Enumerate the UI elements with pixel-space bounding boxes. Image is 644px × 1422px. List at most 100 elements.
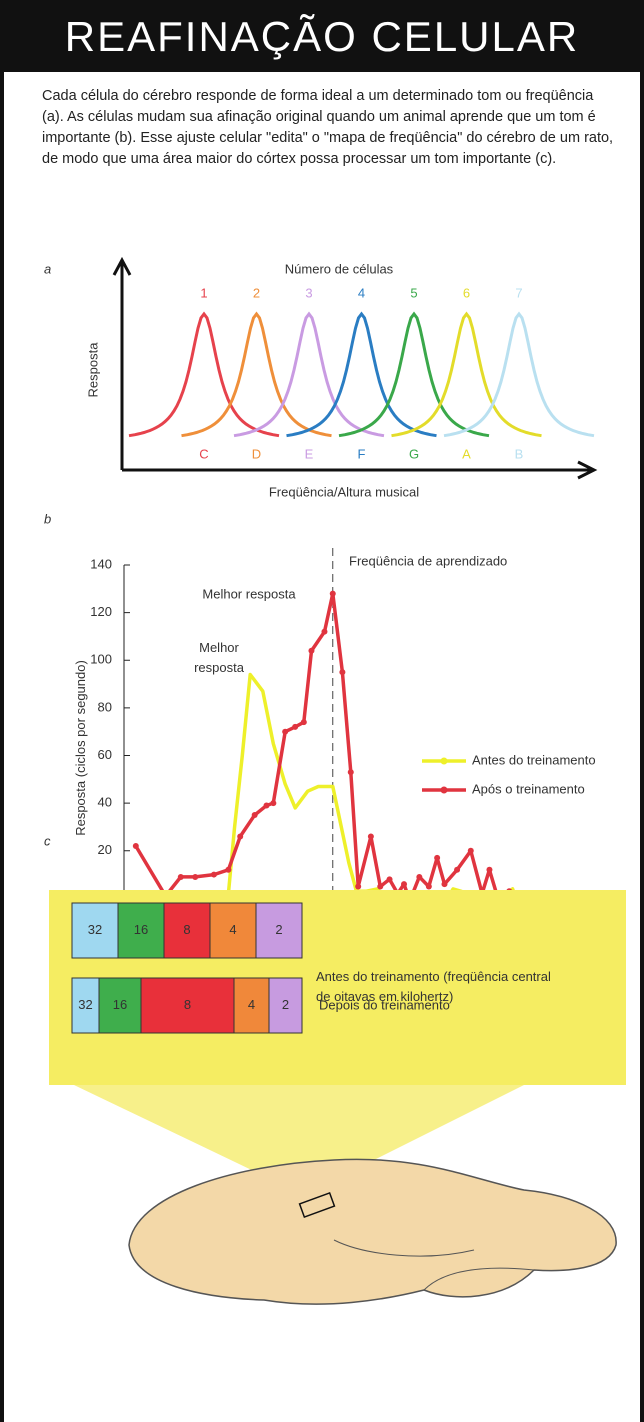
cell-number: 1 bbox=[200, 285, 207, 300]
row-label: Antes do treinamento (freqüência central… bbox=[316, 969, 551, 1004]
figure: a Número de células Resposta Freqüência/Alt… bbox=[44, 256, 626, 1305]
row-label: Depois do treinamento bbox=[319, 997, 450, 1012]
data-point bbox=[192, 873, 199, 880]
panel-label: a bbox=[44, 261, 51, 276]
annotation: Freqüência de aprendizado bbox=[349, 553, 507, 568]
data-point bbox=[355, 883, 362, 890]
note-label: B bbox=[515, 446, 524, 461]
data-point bbox=[300, 719, 307, 726]
beam bbox=[49, 1085, 626, 1195]
note-label: F bbox=[358, 446, 366, 461]
legend-marker bbox=[440, 757, 448, 765]
octave-cell bbox=[98, 977, 142, 1034]
tuning-curve bbox=[128, 311, 280, 438]
tuning-curve bbox=[181, 311, 332, 438]
axes bbox=[112, 256, 598, 480]
cell-number: 5 bbox=[410, 285, 417, 300]
brain-fold bbox=[333, 1239, 535, 1291]
data-point bbox=[251, 812, 258, 819]
data-point bbox=[377, 883, 384, 890]
panel-label: c bbox=[44, 833, 51, 848]
cell-number: 4 bbox=[358, 285, 365, 300]
data-point bbox=[486, 866, 493, 873]
title: REAFINAÇÃO CELULAR bbox=[4, 0, 640, 72]
cell-value: 16 bbox=[113, 997, 127, 1012]
brain bbox=[128, 1158, 617, 1305]
y-tick-label: 100 bbox=[90, 652, 112, 667]
y-axis-label: Resposta (ciclos por segundo) bbox=[73, 660, 88, 836]
annotation: Melhor resposta bbox=[202, 586, 296, 601]
intro: Cada célula do cérebro responde de forma… bbox=[42, 88, 614, 167]
octave-cell bbox=[71, 902, 119, 959]
data-point bbox=[132, 842, 139, 849]
data-point bbox=[177, 873, 184, 880]
data-point bbox=[441, 881, 448, 888]
data-point bbox=[339, 669, 346, 676]
data-point bbox=[292, 723, 299, 730]
data-point bbox=[321, 628, 328, 635]
data-point bbox=[454, 866, 461, 873]
data-point bbox=[270, 800, 277, 807]
legend-label: Antes do treinamento bbox=[472, 752, 596, 767]
cell-value: 4 bbox=[229, 922, 236, 937]
y-tick-label: 60 bbox=[98, 747, 112, 762]
cell-value: 4 bbox=[248, 997, 255, 1012]
octave-cell bbox=[71, 977, 100, 1034]
cell-number: 3 bbox=[305, 285, 312, 300]
cell-number: 7 bbox=[515, 285, 522, 300]
panel-label: b bbox=[44, 511, 51, 526]
legend-label: Após o treinamento bbox=[472, 781, 585, 796]
octave-cell bbox=[140, 977, 235, 1034]
tuning-curve bbox=[338, 311, 490, 438]
legend-marker bbox=[440, 786, 448, 794]
data-point bbox=[263, 802, 270, 809]
cell-value: 2 bbox=[282, 997, 289, 1012]
data-point bbox=[386, 876, 393, 883]
octave-cell bbox=[268, 977, 303, 1034]
octave-cell bbox=[255, 902, 303, 959]
series-line bbox=[134, 591, 522, 909]
y-tick-label: 80 bbox=[98, 699, 112, 714]
panel-title: Número de células bbox=[285, 261, 394, 276]
cell-value: 8 bbox=[183, 922, 190, 937]
data-point bbox=[308, 647, 315, 654]
data-point bbox=[282, 728, 289, 735]
cell-number: 6 bbox=[463, 285, 470, 300]
annotation: Melhor resposta bbox=[194, 640, 244, 675]
tuning-curve bbox=[233, 311, 385, 438]
cell-value: 2 bbox=[275, 922, 282, 937]
y-axis-label: Resposta bbox=[85, 342, 100, 398]
octave-cell bbox=[117, 902, 165, 959]
cell-value: 8 bbox=[184, 997, 191, 1012]
tuning-curve bbox=[286, 311, 437, 438]
x-axis-label: Freqüência/Altura musical bbox=[269, 484, 419, 499]
note-label: E bbox=[305, 446, 314, 461]
data-point bbox=[367, 833, 374, 840]
octave-cell bbox=[233, 977, 270, 1034]
y-tick-label: 40 bbox=[98, 795, 112, 810]
cell-value: 32 bbox=[78, 997, 92, 1012]
octave-cell bbox=[163, 902, 211, 959]
tuning-curve bbox=[443, 311, 595, 438]
cell-value: 32 bbox=[88, 922, 102, 937]
data-point bbox=[425, 883, 432, 890]
data-point bbox=[434, 854, 441, 861]
note-label: C bbox=[199, 446, 208, 461]
y-tick-label: 120 bbox=[90, 604, 112, 619]
cell-value: 16 bbox=[134, 922, 148, 937]
data-point bbox=[329, 590, 336, 597]
tuning-curve bbox=[391, 311, 542, 438]
data-point bbox=[347, 769, 354, 776]
note-label: D bbox=[252, 446, 261, 461]
y-tick-label: 140 bbox=[90, 556, 112, 571]
cortex-region bbox=[298, 1191, 336, 1219]
data-point bbox=[225, 866, 232, 873]
data-point bbox=[401, 881, 408, 888]
cell-number: 2 bbox=[253, 285, 260, 300]
data-point bbox=[467, 847, 474, 854]
data-point bbox=[210, 871, 217, 878]
data-point bbox=[416, 873, 423, 880]
note-label: A bbox=[462, 446, 471, 461]
data-point bbox=[237, 833, 244, 840]
